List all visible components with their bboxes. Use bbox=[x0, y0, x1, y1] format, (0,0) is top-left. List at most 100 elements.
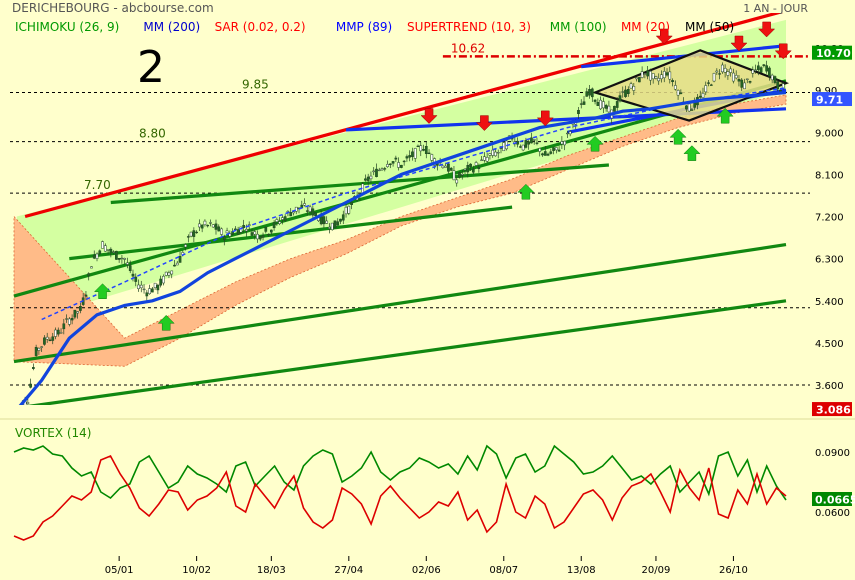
candle-body bbox=[582, 101, 586, 105]
candle-body bbox=[590, 88, 594, 98]
candle-body bbox=[729, 68, 733, 73]
candle-body bbox=[477, 166, 481, 169]
candle-body bbox=[726, 71, 730, 76]
candle-body bbox=[455, 179, 459, 184]
candle-body bbox=[48, 339, 52, 342]
candle-body bbox=[269, 229, 273, 233]
candle-body bbox=[258, 236, 262, 240]
candle-body bbox=[211, 224, 215, 228]
candle-body bbox=[602, 101, 605, 109]
candle-body bbox=[200, 224, 204, 229]
sell-signal-arrow bbox=[475, 115, 493, 131]
candle-body bbox=[516, 140, 519, 145]
candle-body bbox=[341, 214, 345, 221]
candle-body bbox=[198, 223, 201, 228]
candle-body bbox=[76, 311, 79, 314]
indicator-label: MM (20) bbox=[621, 20, 670, 34]
diamond-pattern bbox=[591, 49, 790, 122]
candle-body bbox=[364, 178, 367, 181]
candle-body bbox=[449, 167, 453, 171]
candle-body bbox=[712, 73, 716, 82]
candle-body bbox=[112, 251, 115, 253]
candle-body bbox=[153, 282, 157, 288]
x-tick-label: 27/04 bbox=[334, 565, 363, 576]
candle-body bbox=[618, 95, 622, 102]
candle-body bbox=[685, 105, 688, 110]
candle-body bbox=[366, 176, 370, 181]
candle-body bbox=[754, 69, 757, 71]
candle-body bbox=[593, 99, 597, 102]
candle-body bbox=[145, 292, 149, 297]
candle-body bbox=[115, 250, 118, 260]
candle-body bbox=[311, 208, 315, 216]
candle-body bbox=[762, 64, 766, 67]
candle-body bbox=[588, 89, 591, 96]
candle-body bbox=[322, 216, 326, 225]
candle-body bbox=[596, 102, 600, 106]
vortex-value-label: 0.0665 bbox=[815, 494, 855, 507]
indicator-label: MM (50) bbox=[685, 20, 734, 34]
candle-body bbox=[427, 152, 431, 154]
candle-body bbox=[444, 165, 448, 168]
candle-body bbox=[568, 131, 572, 135]
candle-body bbox=[566, 132, 569, 135]
candle-body bbox=[607, 105, 611, 113]
green-trend-line bbox=[26, 299, 787, 405]
candle-body bbox=[391, 161, 395, 164]
y-tick-label: 4.500 bbox=[815, 339, 844, 350]
candle-body bbox=[671, 80, 674, 83]
level-label: 10.62 bbox=[451, 41, 485, 55]
candle-body bbox=[394, 157, 398, 160]
candle-body bbox=[289, 212, 293, 217]
y-tick-label: 9.000 bbox=[815, 128, 844, 139]
candle-body bbox=[483, 156, 486, 161]
candle-body bbox=[635, 77, 638, 80]
candle-body bbox=[413, 148, 417, 159]
candle-body bbox=[250, 232, 254, 236]
candle-body bbox=[640, 71, 644, 78]
candle-body bbox=[563, 140, 566, 146]
candle-body bbox=[707, 82, 710, 84]
indicator-label: MM (200) bbox=[143, 20, 200, 34]
mmp-89-line bbox=[41, 87, 787, 321]
candle-body bbox=[256, 233, 259, 240]
candle-body bbox=[452, 170, 456, 181]
candle-body bbox=[458, 172, 461, 178]
candle-body bbox=[54, 329, 57, 337]
candle-body bbox=[756, 65, 760, 70]
vortex-series-line bbox=[13, 454, 787, 541]
candle-body bbox=[51, 336, 55, 341]
candle-body bbox=[637, 77, 641, 83]
candle-body bbox=[283, 216, 287, 221]
indicator-label: MMP (89) bbox=[336, 20, 392, 34]
candle-body bbox=[380, 168, 384, 171]
candle-body bbox=[577, 109, 580, 115]
candle-body bbox=[400, 164, 403, 168]
candle-body bbox=[430, 154, 434, 161]
candle-body bbox=[657, 78, 661, 82]
candle-body bbox=[745, 78, 749, 80]
candle-body bbox=[120, 257, 124, 260]
candle-body bbox=[377, 169, 381, 172]
y-tick-label: 6.300 bbox=[815, 255, 844, 266]
candle-body bbox=[386, 164, 389, 167]
candle-body bbox=[369, 175, 373, 180]
candle-body bbox=[242, 225, 246, 228]
candle-body bbox=[402, 160, 406, 163]
candle-body bbox=[549, 151, 553, 154]
sell-signal-arrow bbox=[774, 43, 792, 60]
candle-body bbox=[156, 284, 160, 291]
candle-body bbox=[773, 76, 777, 83]
candle-body bbox=[668, 71, 672, 80]
candle-body bbox=[222, 236, 226, 241]
candle-body bbox=[397, 162, 400, 168]
candle-body bbox=[687, 103, 691, 112]
candle-body bbox=[314, 212, 317, 217]
vortex-series-line bbox=[13, 444, 787, 501]
y-tick-label: 7.200 bbox=[815, 213, 844, 224]
candle-body bbox=[43, 337, 46, 345]
candle-body bbox=[416, 145, 420, 148]
candle-body bbox=[673, 85, 677, 90]
candle-body bbox=[643, 73, 647, 75]
